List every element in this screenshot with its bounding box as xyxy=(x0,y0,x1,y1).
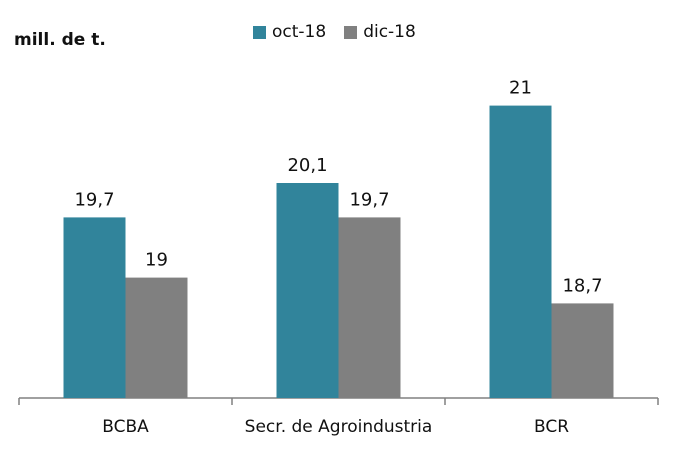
bar-oct-18-1 xyxy=(276,183,339,398)
x-tick-label-0: BCBA xyxy=(102,417,149,437)
legend-swatch-dic-18 xyxy=(344,25,358,39)
data-label-dic-18-1: 19,7 xyxy=(349,189,389,210)
x-tick-label-2: BCR xyxy=(534,417,569,437)
data-label-dic-18-2: 18,7 xyxy=(562,275,602,296)
bar-dic-18-2 xyxy=(551,303,614,398)
legend-label-oct-18: oct-18 xyxy=(272,22,327,42)
bar-oct-18-2 xyxy=(489,105,552,398)
bar-dic-18-0 xyxy=(125,277,188,398)
x-tick-label-1: Secr. de Agroindustria xyxy=(245,417,433,437)
data-label-oct-18-2: 21 xyxy=(509,78,532,99)
data-label-dic-18-0: 19 xyxy=(145,250,168,271)
legend-swatch-oct-18 xyxy=(253,25,266,39)
bar-oct-18-0 xyxy=(63,217,126,398)
legend: oct-18 dic-18 xyxy=(253,22,416,42)
y-axis-unit-label: mill. de t. xyxy=(14,30,106,50)
bar-dic-18-1 xyxy=(338,217,401,398)
legend-label-dic-18: dic-18 xyxy=(363,22,416,42)
legend-item-oct-18: oct-18 xyxy=(253,22,326,42)
legend-item-dic-18: dic-18 xyxy=(344,22,416,42)
data-label-oct-18-0: 19,7 xyxy=(74,189,114,210)
data-label-oct-18-1: 20,1 xyxy=(287,155,327,176)
